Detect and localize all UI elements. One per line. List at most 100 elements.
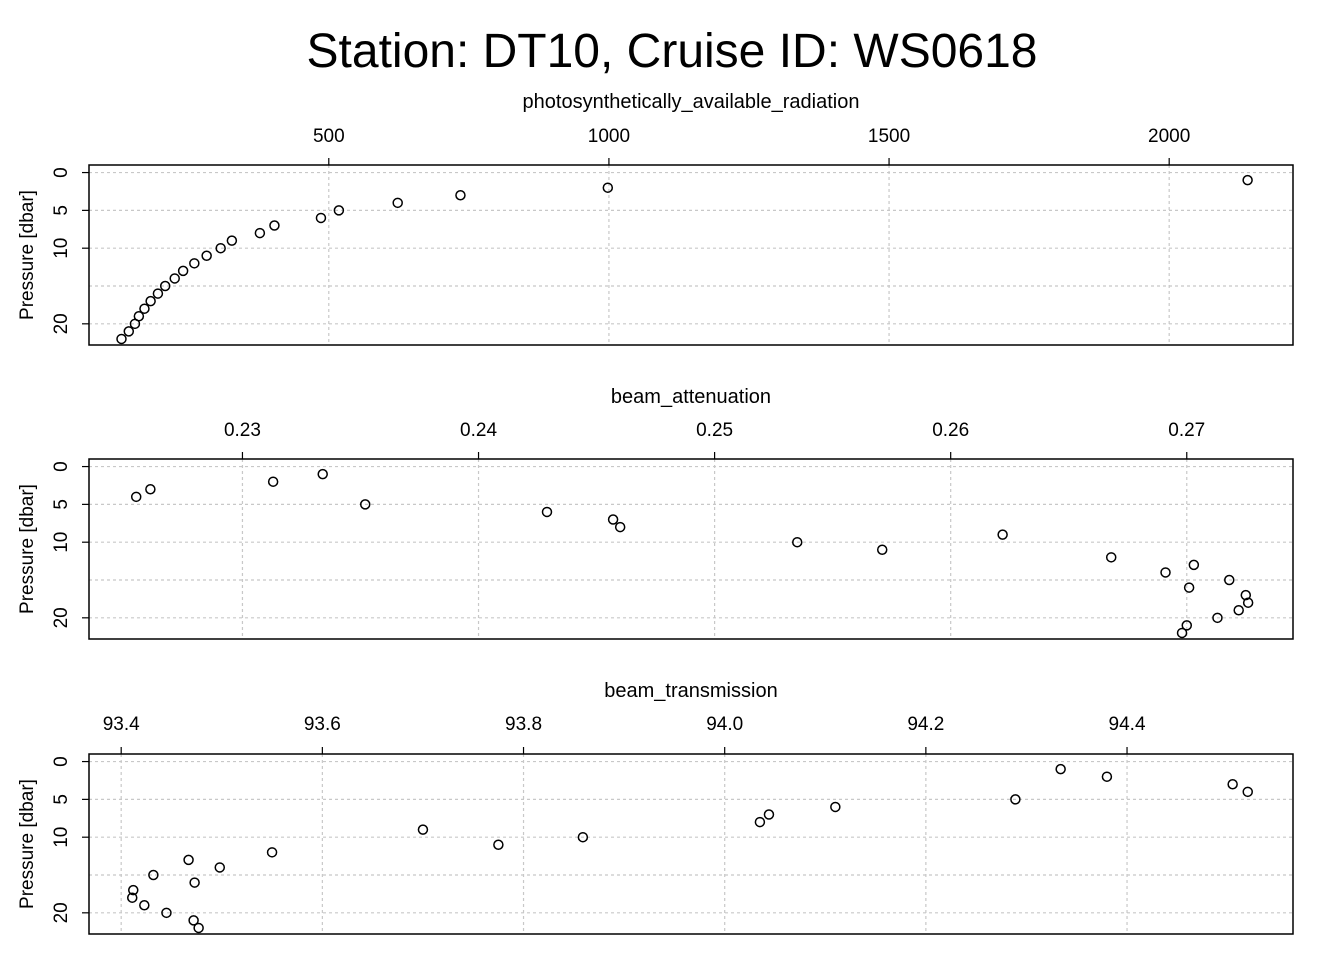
data-point [145, 295, 156, 307]
y-tick-label: 0 [51, 461, 72, 472]
data-point [754, 816, 766, 828]
data-point [169, 273, 180, 284]
data-point [1188, 559, 1200, 571]
data-point [1233, 605, 1244, 616]
data-point [359, 499, 371, 510]
x-tick-label: 0.23 [224, 420, 261, 441]
data-point [139, 303, 150, 314]
y-axis-label: Pressure [dbar] [17, 484, 38, 614]
data-point [215, 242, 226, 254]
data-point [417, 824, 429, 835]
y-tick-label: 20 [51, 313, 72, 334]
data-point [128, 884, 139, 896]
data-point [177, 265, 189, 277]
data-point [116, 333, 127, 345]
data-point [201, 250, 212, 262]
data-point [763, 809, 775, 820]
y-tick-label: 5 [51, 794, 72, 805]
data-point [1105, 552, 1117, 563]
data-point [123, 326, 135, 337]
y-tick-label: 20 [51, 607, 72, 628]
data-point [1055, 763, 1066, 775]
data-point [1242, 786, 1253, 798]
data-point [183, 854, 194, 866]
data-point [152, 288, 164, 299]
data-point [315, 212, 327, 224]
page-title: Station: DT10, Cruise ID: WS0618 [306, 25, 1038, 78]
data-point [266, 847, 278, 858]
data-point [193, 922, 204, 934]
y-tick-label: 10 [51, 827, 72, 848]
data-point [317, 468, 328, 480]
data-point [189, 877, 200, 888]
scatter-panel-1: photosynthetically_available_radiation50… [17, 91, 1294, 346]
x-tick-label: 93.8 [505, 714, 542, 735]
data-point [145, 484, 156, 495]
y-tick-label: 0 [51, 167, 72, 178]
x-tick-label: 94.2 [907, 714, 944, 735]
data-point [577, 831, 589, 843]
x-tick-label: 2000 [1148, 126, 1190, 147]
y-tick-label: 5 [51, 205, 72, 216]
data-point [148, 869, 159, 881]
data-point [1224, 574, 1235, 586]
data-point [1242, 174, 1253, 186]
data-point [1176, 627, 1188, 639]
x-tick-label: 1500 [868, 126, 910, 147]
y-axis-label: Pressure [dbar] [17, 190, 38, 320]
data-point [1181, 620, 1193, 631]
data-point [1242, 597, 1254, 608]
plot-frame [88, 164, 1294, 346]
y-tick-label: 5 [51, 499, 72, 510]
plot-frame [88, 458, 1294, 640]
data-point [876, 544, 888, 556]
data-point [455, 190, 466, 201]
data-point [1240, 589, 1252, 601]
y-tick-label: 10 [51, 238, 72, 259]
data-point [129, 318, 141, 330]
data-point [1101, 771, 1113, 782]
x-tick-label: 0.25 [696, 420, 733, 441]
data-point [333, 205, 345, 216]
scatter-panel-3: beam_transmission 93.4 93.6 93.8 94.0 94.2 94.… [17, 680, 1294, 935]
data-point [541, 506, 553, 518]
plot-frame [88, 753, 1294, 935]
data-point [791, 536, 803, 548]
data-point [1227, 779, 1238, 790]
data-point [1010, 794, 1021, 805]
data-point [214, 862, 226, 873]
y-axis-label: Pressure [dbar] [17, 779, 38, 909]
x-axis-label: beam_attenuation [611, 386, 771, 408]
data-point [188, 915, 199, 926]
x-tick-label: 94.0 [706, 714, 743, 735]
data-point [161, 907, 172, 919]
x-tick-label: 500 [313, 126, 345, 147]
data-point [607, 514, 619, 525]
data-point [130, 491, 142, 503]
x-tick-label: 0.26 [932, 420, 969, 441]
data-point [1212, 612, 1223, 624]
x-tick-label: 93.6 [304, 714, 341, 735]
x-tick-label: 1000 [588, 126, 630, 147]
y-tick-label: 10 [51, 532, 72, 553]
data-point [493, 839, 504, 851]
x-axis-label: beam_transmission [604, 680, 777, 702]
y-tick-label: 0 [51, 756, 72, 767]
data-point [830, 801, 841, 813]
data-point [127, 892, 138, 903]
x-tick-label: 0.27 [1168, 420, 1205, 441]
data-point [267, 476, 279, 487]
data-point [226, 235, 238, 246]
data-point [189, 258, 200, 269]
data-point [1160, 567, 1171, 578]
data-point [997, 529, 1008, 540]
data-point [392, 197, 403, 209]
x-tick-label: 94.4 [1109, 714, 1146, 735]
x-tick-label: 93.4 [103, 714, 140, 735]
x-axis-label: photosynthetically_available_radiation [523, 91, 860, 113]
scatter-panel-2: beam_attenuation 0.23 0.24 0.25 0.26 0.27 0 5 10… [17, 386, 1294, 640]
data-point [139, 900, 150, 911]
data-point [614, 521, 626, 533]
data-point [269, 220, 280, 231]
